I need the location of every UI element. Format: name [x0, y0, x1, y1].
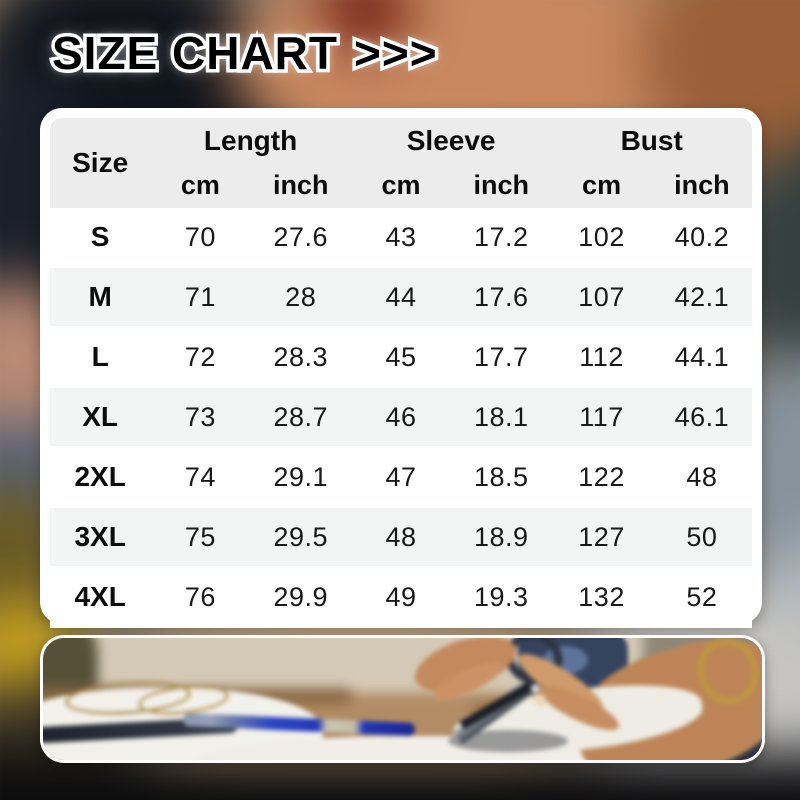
value-cell: 132 [578, 581, 625, 612]
value-cell: 46.1 [674, 401, 730, 432]
cut-shadow [448, 730, 568, 752]
value-cell: 27.6 [273, 221, 328, 252]
value-cell: 28 [285, 281, 317, 312]
size-cell: L [91, 341, 109, 372]
value-cell: 75 [184, 521, 216, 552]
value-cell: 117 [579, 401, 624, 432]
size-cell: XL [82, 401, 119, 432]
value-cell: 29.9 [273, 581, 328, 612]
value-cell: 127 [578, 521, 625, 552]
unit-header-cm: cm [180, 170, 220, 200]
column-group-bust: Bust [620, 124, 683, 156]
value-cell: 73 [184, 401, 216, 432]
column-group-length: Length [203, 124, 298, 156]
chevron-arrows: >>> [351, 24, 441, 83]
value-cell: 102 [578, 221, 625, 252]
value-cell: 72 [184, 341, 216, 372]
unit-header-cm: cm [582, 170, 622, 200]
value-cell: 107 [578, 281, 625, 312]
value-cell: 44.1 [674, 341, 730, 372]
value-cell: 76 [184, 581, 216, 612]
value-cell: 29.1 [273, 461, 328, 492]
size-cell: M [88, 281, 112, 312]
unit-header-inch: inch [272, 170, 329, 200]
value-cell: 74 [184, 461, 216, 492]
value-cell: 122 [578, 461, 625, 492]
table-header: Size Length Sleeve Bust cm inch cm inch … [50, 118, 752, 208]
tailor-photo [40, 635, 765, 763]
value-cell: 44 [385, 281, 417, 312]
unit-header-cm: cm [381, 170, 421, 200]
table-row: 4XL 76 29.9 49 19.3 132 52 [50, 568, 752, 628]
table-body: S 70 27.6 43 17.2 102 40.2 M 71 28 44 17… [50, 208, 752, 628]
value-cell: 47 [385, 461, 417, 492]
table-row: 2XL 74 29.1 47 18.5 122 48 [50, 448, 752, 508]
value-cell: 18.5 [474, 461, 529, 492]
unit-header-inch: inch [473, 170, 530, 200]
value-cell: 48 [686, 461, 718, 492]
value-cell: 112 [579, 341, 624, 372]
table-row: S 70 27.6 43 17.2 102 40.2 [50, 208, 752, 268]
value-cell: 43 [385, 221, 417, 252]
value-cell: 48 [385, 521, 417, 552]
value-cell: 52 [686, 581, 718, 612]
value-cell: 28.7 [273, 401, 328, 432]
unit-header-inch: inch [674, 170, 730, 200]
value-cell: 70 [184, 221, 216, 252]
column-header-size: Size [72, 147, 129, 178]
size-table: Size Length Sleeve Bust cm inch cm inch … [40, 108, 762, 628]
photo-foreground [43, 638, 762, 760]
value-cell: 45 [385, 341, 417, 372]
table-row: 3XL 75 29.5 48 18.9 127 50 [50, 508, 752, 568]
value-cell: 17.6 [474, 281, 529, 312]
size-cell: S [90, 221, 110, 252]
value-cell: 18.9 [474, 521, 529, 552]
value-cell: 17.2 [474, 221, 529, 252]
value-cell: 29.5 [273, 521, 328, 552]
value-cell: 71 [184, 281, 216, 312]
table-row: M 71 28 44 17.6 107 42.1 [50, 268, 752, 328]
size-cell: 4XL [74, 581, 126, 612]
table-row: XL 73 28.7 46 18.1 117 46.1 [50, 388, 752, 448]
value-cell: 42.1 [674, 281, 730, 312]
value-cell: 28.3 [273, 341, 328, 372]
table-row: L 72 28.3 45 17.7 112 44.1 [50, 328, 752, 388]
title-text: SIZE CHART [49, 24, 341, 83]
value-cell: 18.1 [474, 401, 529, 432]
value-cell: 17.7 [474, 341, 529, 372]
column-group-sleeve: Sleeve [406, 124, 496, 156]
value-cell: 49 [385, 581, 417, 612]
value-cell: 50 [686, 521, 718, 552]
size-cell: 2XL [74, 461, 126, 492]
size-cell: 3XL [74, 521, 126, 552]
value-cell: 19.3 [474, 581, 529, 612]
value-cell: 40.2 [674, 221, 730, 252]
size-chart-title: SIZE CHART >>> [49, 24, 441, 83]
value-cell: 46 [385, 401, 417, 432]
